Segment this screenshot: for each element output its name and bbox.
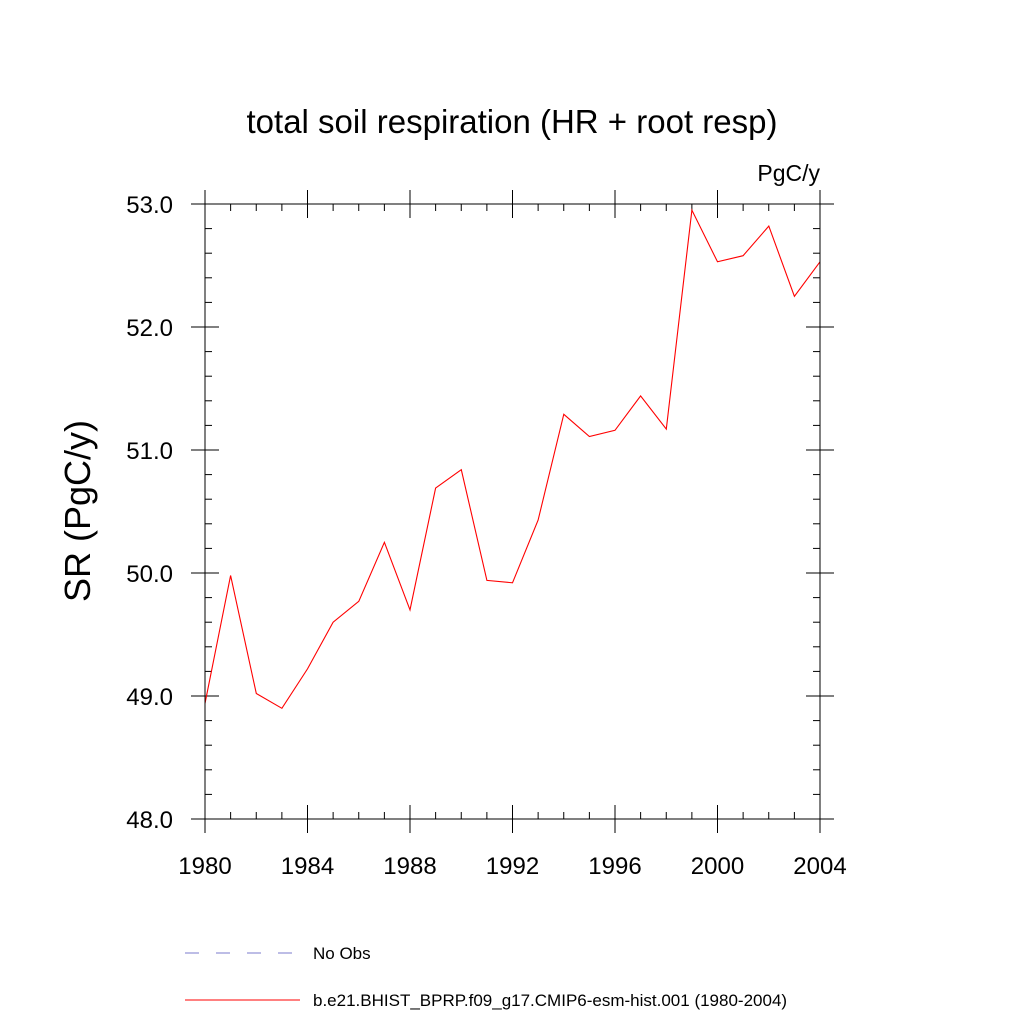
y-tick-label: 50.0 bbox=[126, 561, 173, 588]
x-tick-label: 1988 bbox=[383, 853, 436, 880]
y-tick-label: 53.0 bbox=[126, 192, 173, 219]
x-tick-label: 1992 bbox=[486, 853, 539, 880]
x-tick-label: 1996 bbox=[588, 853, 641, 880]
plot-frame bbox=[204, 203, 821, 820]
series-line bbox=[204, 208, 821, 710]
series-layer bbox=[204, 208, 821, 710]
y-tick-label: 48.0 bbox=[126, 807, 173, 834]
x-tick-label: 2004 bbox=[793, 853, 846, 880]
legend-label-model: b.e21.BHIST_BPRP.f09_g17.CMIP6-esm-hist.… bbox=[313, 991, 787, 1010]
y-tick-label: 49.0 bbox=[126, 684, 173, 711]
legend-label-no-obs: No Obs bbox=[313, 944, 371, 963]
y-tick-labels: 48.0 49.0 50.0 51.0 52.0 53.0 bbox=[126, 192, 173, 834]
x-tick-labels: 1980 1984 1988 1992 1996 2000 2004 bbox=[178, 853, 846, 880]
major-ticks bbox=[191, 190, 834, 833]
x-tick-label: 1980 bbox=[178, 853, 231, 880]
legend: No Obs b.e21.BHIST_BPRP.f09_g17.CMIP6-es… bbox=[185, 944, 787, 1010]
y-axis-label: SR (PgC/y) bbox=[57, 420, 98, 602]
y-tick-label: 52.0 bbox=[126, 315, 173, 342]
minor-ticks bbox=[205, 204, 820, 819]
units-label: PgC/y bbox=[757, 160, 820, 186]
x-tick-label: 2000 bbox=[691, 853, 744, 880]
y-tick-label: 51.0 bbox=[126, 438, 173, 465]
x-tick-label: 1984 bbox=[281, 853, 334, 880]
chart-title: total soil respiration (HR + root resp) bbox=[247, 103, 778, 140]
